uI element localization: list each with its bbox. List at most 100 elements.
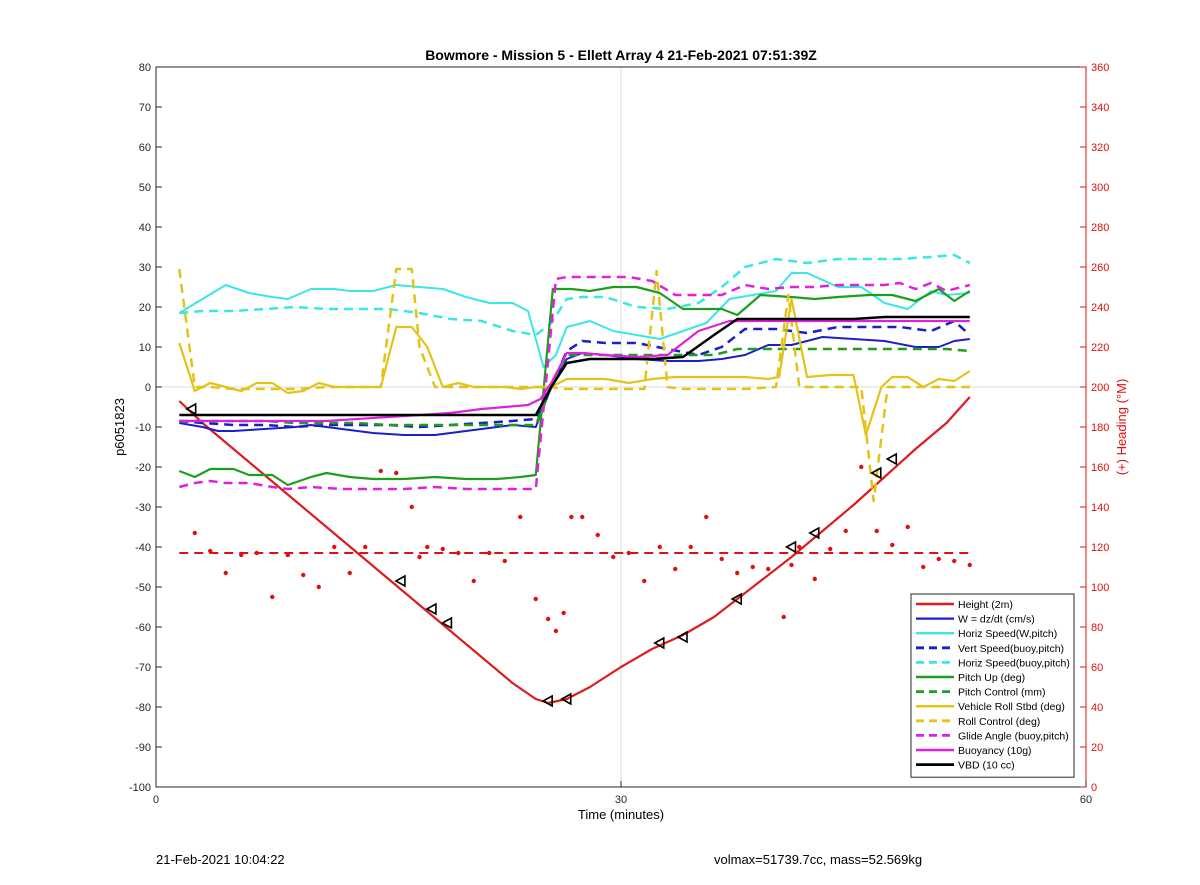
heading-point [580, 514, 585, 520]
chart-title: Bowmore - Mission 5 - Ellett Array 4 21-… [425, 47, 817, 63]
y2-tick-label: 200 [1091, 382, 1109, 394]
heading-point [874, 528, 879, 534]
heading-point [332, 544, 337, 550]
y-tick-label: -80 [135, 702, 151, 714]
legend-label: Buoyancy (10g) [958, 745, 1032, 757]
heading-point [254, 550, 259, 556]
heading-points-layer [179, 464, 972, 634]
heading-point [553, 628, 559, 634]
heading-point [378, 468, 383, 474]
heading-marker [676, 630, 688, 644]
footer-info: volmax=51739.7cc, mass=52.569kg [714, 852, 923, 867]
heading-marker [784, 540, 797, 554]
heading-point [843, 528, 848, 534]
y-tick-label: 10 [139, 342, 151, 354]
heading-point [285, 552, 290, 558]
series-vbd-10-cc [179, 315, 970, 417]
x-tick-label: 0 [153, 794, 159, 806]
heading-point [657, 544, 662, 550]
y2-tick-label: 60 [1091, 662, 1103, 674]
heading-marker [440, 616, 453, 630]
legend-label: Vehicle Roll Stbd (deg) [958, 701, 1065, 713]
legend-label: Horiz Speed(buoy,pitch) [958, 657, 1070, 669]
heading-point [766, 566, 771, 572]
y2-tick-label: 320 [1091, 142, 1109, 154]
heading-point [921, 564, 926, 570]
heading-point [192, 530, 197, 536]
heading-point [316, 584, 321, 590]
y2-tick-label: 0 [1091, 782, 1097, 794]
heading-point [704, 514, 709, 520]
y-tick-label: 70 [139, 102, 151, 114]
y2-tick-label: 160 [1091, 462, 1109, 474]
legend-box [910, 593, 1075, 778]
y2-tick-label: 180 [1091, 422, 1109, 434]
y-tick-label: -60 [135, 622, 151, 634]
heading-point [859, 464, 864, 470]
heading-point [626, 550, 631, 556]
y2-tick-label: 120 [1091, 542, 1109, 554]
legend-label: Height (2m) [958, 599, 1013, 611]
legend-label: Roll Control (deg) [958, 716, 1040, 728]
series-height-2m [178, 396, 971, 705]
heading-point [890, 542, 895, 548]
markers-layer [185, 402, 898, 708]
x-axis-label: Time (minutes) [578, 807, 664, 822]
series-layer [178, 253, 971, 705]
heading-marker [653, 636, 665, 650]
legend-label: VBD (10 cc) [958, 760, 1015, 772]
legend-label: Pitch Control (mm) [958, 687, 1046, 699]
y2-tick-label: 300 [1091, 182, 1109, 194]
heading-point [936, 556, 941, 562]
heading-point [417, 554, 422, 560]
heading-point [828, 546, 833, 552]
y2-tick-label: 100 [1091, 582, 1109, 594]
legend-label: Vert Speed(buoy,pitch) [958, 643, 1064, 655]
y2-tick-label: 340 [1091, 102, 1109, 114]
heading-marker [560, 692, 572, 706]
y2-tick-label: 140 [1091, 502, 1109, 514]
heading-point [688, 544, 693, 550]
y-tick-label: 20 [139, 302, 151, 314]
y2-tick-label: 80 [1091, 622, 1103, 634]
heading-point [533, 596, 538, 602]
y-tick-label: -40 [135, 542, 151, 554]
y2-axis-label: (+) Heading (°M) [1114, 379, 1129, 476]
legend-label: Horiz Speed(W,pitch) [958, 628, 1057, 640]
y-tick-label: -10 [135, 422, 151, 434]
heading-point [719, 556, 724, 562]
series-roll-control-deg [178, 267, 970, 503]
y-tick-label: 30 [139, 262, 151, 274]
heading-point [239, 552, 244, 558]
series-vert-speed-buoy-pitch [179, 319, 971, 429]
heading-point [545, 616, 551, 622]
y2-tick-label: 40 [1091, 702, 1103, 714]
series-horiz-speed-buoy-pitch [179, 253, 971, 337]
heading-point [781, 614, 786, 620]
y2-tick-label: 260 [1091, 262, 1109, 274]
y-tick-label: -20 [135, 462, 151, 474]
legend: Height (2m) W = dz/dt (cm/s) Horiz Speed(W… [910, 593, 1075, 778]
heading-point [611, 554, 616, 560]
heading-marker [425, 602, 437, 616]
heading-point [569, 514, 574, 520]
y-tick-label: 60 [139, 142, 151, 154]
heading-point [409, 504, 414, 510]
heading-point [789, 562, 794, 568]
right-axis: 0 20 40 60 80 100 120 140 160 180 200 220 240 260 280 3… [1080, 62, 1109, 794]
heading-point [735, 570, 740, 576]
heading-point [363, 544, 368, 550]
series-pitch-control-mm [179, 347, 970, 427]
heading-point [270, 594, 275, 600]
y-tick-label: -90 [135, 742, 151, 754]
heading-point [812, 576, 817, 582]
y2-tick-label: 240 [1091, 302, 1109, 314]
y2-tick-label: 220 [1091, 342, 1109, 354]
heading-point [208, 548, 213, 554]
heading-marker [541, 694, 553, 708]
x-tick-label: 60 [1080, 794, 1092, 806]
bottom-axis: 0 30 60 [153, 781, 1092, 806]
y-tick-label: -70 [135, 662, 151, 674]
y2-tick-label: 360 [1091, 62, 1109, 74]
heading-point [425, 544, 430, 550]
